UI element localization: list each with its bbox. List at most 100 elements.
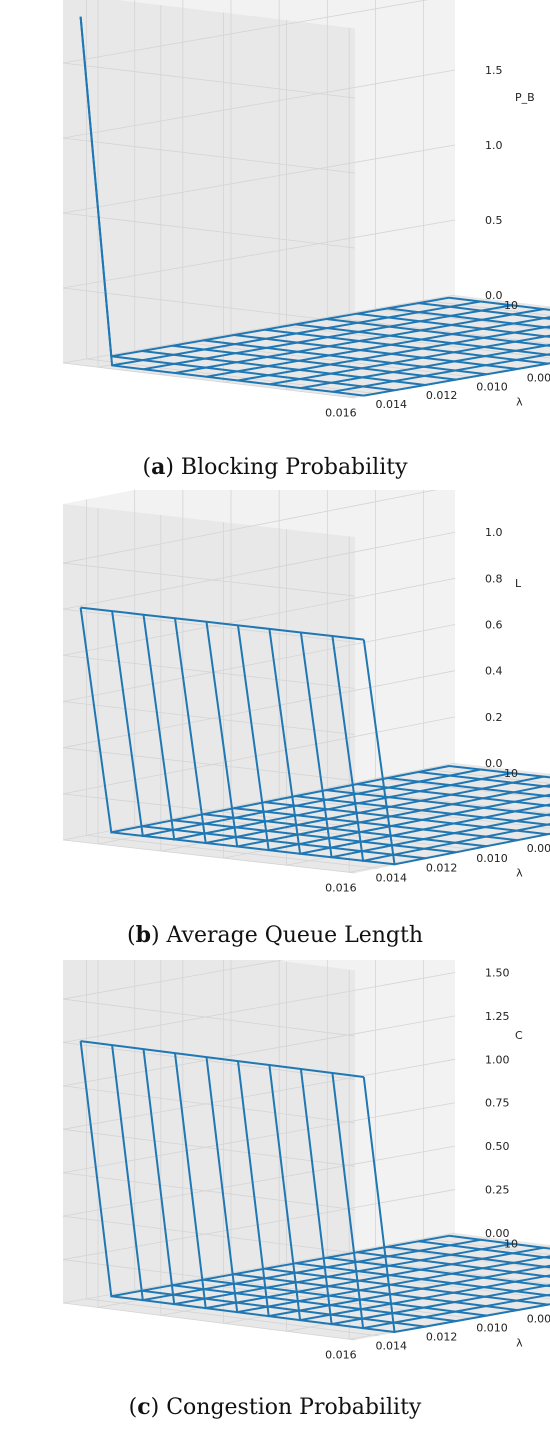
chart-a-y-tick: 10 xyxy=(504,299,518,312)
chart-b-surface-line-lambda xyxy=(356,783,550,807)
chart-a-surface-line-lambda xyxy=(203,339,487,376)
chart-c-z-axis-label: C xyxy=(515,1029,523,1042)
chart-c-z-tick: 1.25 xyxy=(485,1010,510,1023)
chart-c-surface-line-lambda xyxy=(111,1295,395,1333)
chart-b-gridline-floor-x xyxy=(327,787,550,814)
chart-c-surface-line-lambda xyxy=(80,1040,364,1078)
chart-a-gridline-z-side xyxy=(62,362,356,399)
chart-b-gridline-z xyxy=(62,531,456,610)
chart-b-z-tick: 0.0 xyxy=(485,757,503,770)
chart-a-z-tick: 0.5 xyxy=(485,214,503,227)
chart-b-surface-line-lambda xyxy=(172,819,457,854)
chart-c-gridline-z xyxy=(62,972,456,1043)
chart-a-surface-line-lambda xyxy=(233,334,518,370)
chart-a-z-axis-label: P_B xyxy=(515,91,535,104)
chart-a-x-axis-label: λ xyxy=(516,395,523,408)
chart-c-z-tick: 0.75 xyxy=(485,1097,510,1110)
chart-c-gridline-z-side xyxy=(62,1172,356,1211)
chart-b-gridline-z-side xyxy=(62,701,356,735)
chart-a-surface-line-lambda xyxy=(448,296,550,311)
chart-b-z-tick: 1.0 xyxy=(485,526,503,539)
chart-c-surface-line-lambda xyxy=(356,1251,550,1278)
chart-b-gridline-z-side xyxy=(62,562,356,597)
chart-b-average-queue-length: 0.0160.0140.0120.0100.0080.0060.0040.002… xyxy=(62,490,550,894)
chart-b-surface-line-lambda xyxy=(203,813,487,848)
chart-a-z-tick: 0.0 xyxy=(485,289,503,302)
chart-a-gridline-floor-x xyxy=(86,358,379,395)
chart-b-surface-line-lambda xyxy=(264,801,549,836)
chart-b-gridline-z-side xyxy=(62,793,356,828)
chart-b-surface-line-lambda xyxy=(80,606,364,641)
chart-c-y-tick: 10 xyxy=(504,1237,518,1250)
chart-b-gridline-floor-x xyxy=(86,834,379,869)
chart-a-surface-line-lambda xyxy=(172,344,457,381)
chart-b-gridline-z-side xyxy=(62,839,356,874)
chart-b-gridline-floor-x xyxy=(279,797,550,829)
figure-a: 0.0160.0140.0120.0100.0080.0060.0040.002… xyxy=(0,0,550,490)
caption-c: (c) Congestion Probability xyxy=(128,1394,422,1420)
chart-b-gridline-z xyxy=(62,490,438,564)
chart-b-surface-line-lambda xyxy=(326,789,550,817)
chart-c-gridline-z xyxy=(62,960,284,1000)
chart-a-gridline-floor-x xyxy=(279,325,550,359)
chart-c-z-tick: 0.50 xyxy=(485,1140,510,1153)
chart-a-z-tick: 2.0 xyxy=(485,0,503,2)
chart-a-gridline-z xyxy=(62,0,429,64)
chart-a-x-tick: 0.012 xyxy=(426,389,458,402)
chart-c-surface-line-lambda xyxy=(203,1278,487,1317)
figure-b: 0.0160.0140.0120.0100.0080.0060.0040.002… xyxy=(0,490,550,960)
chart-b-surface-line-lambda xyxy=(295,795,550,826)
chart-c-z-tick: 0.25 xyxy=(485,1184,510,1197)
chart-c-surface-line-lambda xyxy=(233,1273,518,1312)
chart-b-surface-line-lambda xyxy=(141,825,426,860)
chart-b-x-tick: 0.014 xyxy=(375,872,407,885)
chart-a-surface-line-lambda xyxy=(356,312,550,338)
chart-c-gridline-z xyxy=(62,1102,456,1174)
chart-a-surface-line-lambda xyxy=(79,16,364,397)
chart-a-surface-line-lambda xyxy=(111,355,395,392)
chart-a-surface-line-lambda xyxy=(264,328,549,365)
chart-a-gridline-floor-x xyxy=(182,341,475,378)
chart-a-gridline-z-side xyxy=(62,137,356,174)
chart-b-x-tick: 0.016 xyxy=(325,881,357,894)
chart-c-gridline-z xyxy=(62,1058,456,1130)
chart-a-surface-line-lambda xyxy=(141,350,426,386)
chart-c-gridline-z-side xyxy=(62,1215,356,1254)
chart-a-x-tick: 0.014 xyxy=(375,398,407,411)
chart-c-surface-line-lambda xyxy=(295,1262,550,1297)
chart-c-surface-line-lambda xyxy=(387,1245,550,1269)
chart-c-x-tick: 0.016 xyxy=(325,1349,357,1362)
chart-a-gridline-z xyxy=(62,219,456,289)
figure-c: 0.0160.0140.0120.0100.0080.0060.0040.002… xyxy=(0,960,550,1433)
chart-c-gridline-z-side xyxy=(62,1128,356,1167)
chart-a-z-tick: 1.0 xyxy=(485,139,503,152)
chart-b-x-tick: 0.008 xyxy=(527,842,550,855)
chart-b-gridline-z-side xyxy=(62,654,356,689)
chart-c-surface-line-lambda xyxy=(264,1267,549,1306)
chart-c-z-tick: 1.00 xyxy=(485,1053,510,1066)
chart-a-surface-line-lambda xyxy=(387,307,550,329)
chart-a-surface-line-lambda xyxy=(418,302,550,320)
chart-a-surface-line-lambda xyxy=(295,323,550,356)
chart-c-x-tick: 0.010 xyxy=(476,1322,508,1335)
chart-b-x-axis-label: λ xyxy=(516,866,523,879)
chart-a-x-tick: 0.016 xyxy=(325,407,357,420)
caption-b: (b) Average Queue Length xyxy=(126,922,424,948)
chart-a-side-pane xyxy=(63,0,355,398)
chart-b-surface-line-lambda xyxy=(418,771,550,788)
chart-b-gridline-z xyxy=(62,716,456,795)
chart-c-x-tick: 0.012 xyxy=(426,1331,458,1344)
chart-c-gridline-floor-x xyxy=(279,1264,550,1300)
chart-a-x-tick: 0.008 xyxy=(527,372,550,385)
chart-c-gridline-floor-x xyxy=(327,1255,550,1285)
chart-b-y-tick: 10 xyxy=(504,767,518,780)
chart-c-surface-line-lambda xyxy=(172,1284,457,1323)
chart-c-congestion-probability: 0.0160.0140.0120.0100.0080.0060.0040.002… xyxy=(62,960,550,1362)
chart-b-z-tick: 0.4 xyxy=(485,665,503,678)
chart-c-surface-line-lambda xyxy=(141,1289,426,1328)
chart-b-gridline-floor-x xyxy=(375,778,550,799)
chart-c-gridline-z xyxy=(62,1145,456,1217)
chart-c-x-axis-label: λ xyxy=(516,1337,523,1350)
chart-c-z-tick: 0.00 xyxy=(485,1227,510,1240)
chart-c-surface-line-lambda xyxy=(326,1256,550,1288)
